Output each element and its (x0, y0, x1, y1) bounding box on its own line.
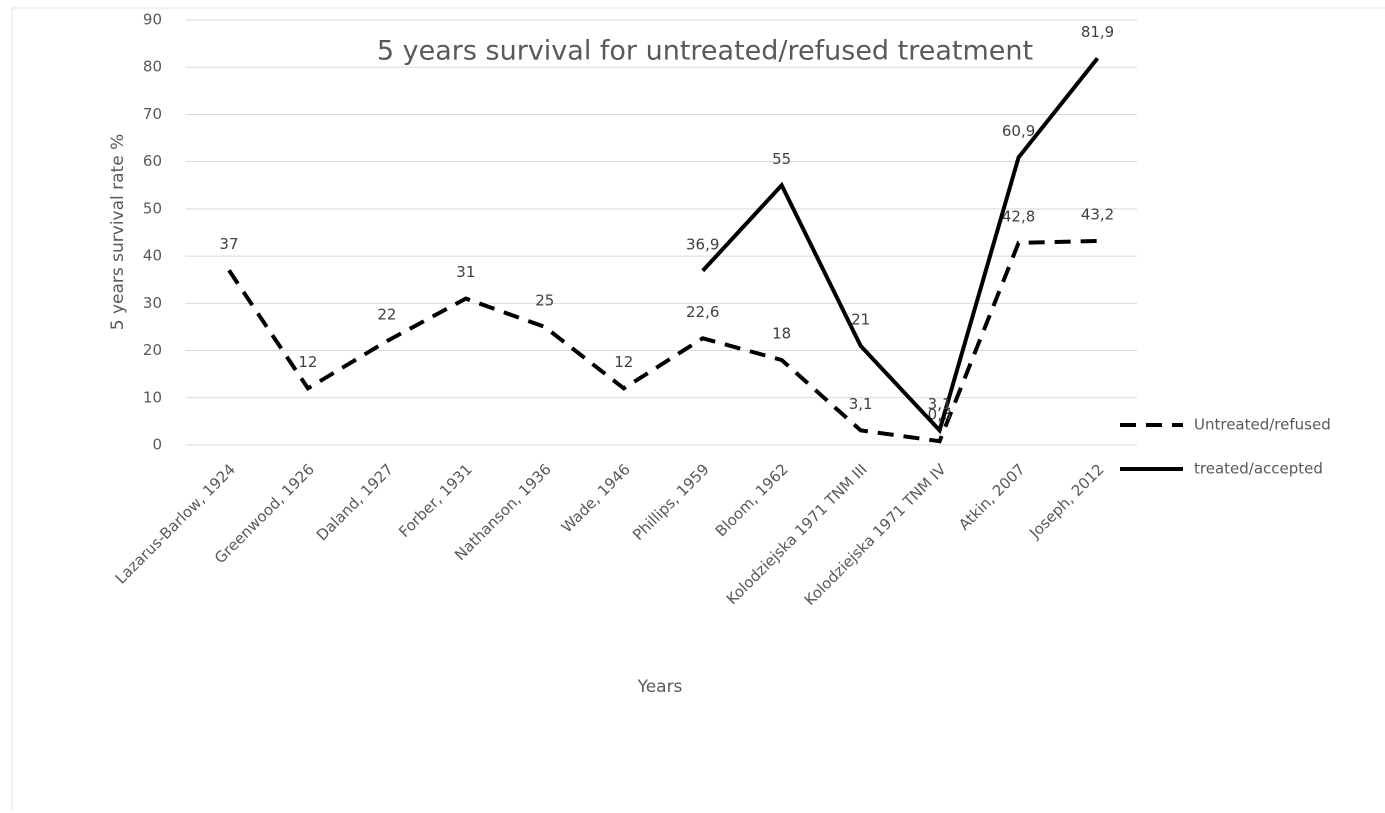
data-label: 60,9 (1002, 122, 1035, 140)
y-tick-label: 50 (143, 199, 162, 217)
data-label: 25 (535, 291, 554, 309)
series-line (701, 57, 1100, 435)
data-label: 3,1 (928, 395, 952, 413)
data-label: 55 (772, 150, 791, 168)
data-label: 12 (298, 353, 317, 371)
data-label: 12 (614, 353, 633, 371)
chart-title: 5 years survival for untreated/refused t… (377, 36, 1033, 67)
data-label: 21 (851, 310, 870, 328)
data-label: 3,1 (849, 395, 873, 413)
data-label: 18 (772, 325, 791, 343)
data-label: 31 (456, 263, 475, 281)
data-label: 22 (377, 306, 396, 324)
x-tick-label: Kolodziejska 1971 TNM IV (801, 460, 950, 609)
y-tick-label: 10 (143, 388, 162, 406)
legend-label: Untreated/refused (1194, 416, 1331, 434)
x-tick-label: Wade, 1946 (558, 460, 634, 536)
y-tick-label: 60 (143, 152, 162, 170)
y-tick-label: 70 (143, 105, 162, 123)
y-tick-label: 90 (143, 11, 162, 29)
y-tick-label: 20 (143, 341, 162, 359)
data-label: 37 (219, 235, 238, 253)
x-tick-label: Lazarus-Barlow, 1924 (112, 460, 239, 587)
data-label: 43,2 (1081, 206, 1114, 224)
x-tick-label: Atkin, 2007 (955, 460, 1029, 534)
x-tick-label: Phillips, 1959 (629, 460, 713, 544)
x-tick-label: Bloom, 1962 (712, 460, 792, 540)
x-tick-label: Daland, 1927 (313, 460, 397, 544)
x-tick-label: Joseph, 2012 (1025, 460, 1107, 542)
y-tick-label: 80 (143, 58, 162, 76)
y-axis-title: 5 years survival rate % (108, 134, 128, 331)
data-label: 42,8 (1002, 207, 1035, 225)
y-tick-label: 0 (152, 436, 162, 454)
x-axis-title: Years (637, 677, 683, 697)
data-label: 22,6 (686, 303, 719, 321)
x-tick-label: Forber, 1931 (395, 460, 476, 541)
y-tick-label: 30 (143, 294, 162, 312)
data-label: 36,9 (686, 235, 719, 253)
y-tick-label: 40 (143, 247, 162, 265)
legend-label: treated/accepted (1194, 460, 1323, 478)
x-tick-label: Kolodziejska 1971 TNM III (723, 460, 871, 608)
series-line (227, 239, 1098, 444)
data-label: 81,9 (1081, 23, 1114, 41)
